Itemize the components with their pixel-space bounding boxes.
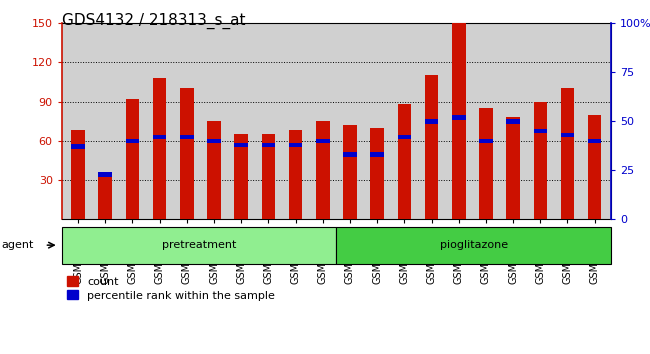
Bar — [72, 130, 85, 219]
Bar — [125, 139, 139, 143]
Bar — [370, 152, 384, 157]
Bar — [72, 144, 85, 149]
Bar — [207, 121, 221, 219]
Bar — [479, 108, 493, 219]
Bar — [424, 119, 438, 124]
Bar — [588, 115, 601, 219]
Bar — [235, 134, 248, 219]
Bar — [452, 23, 465, 219]
Bar — [398, 104, 411, 219]
Bar — [62, 227, 337, 264]
Bar — [561, 88, 575, 219]
Bar — [180, 88, 194, 219]
Bar — [289, 143, 302, 147]
Bar — [343, 152, 357, 157]
Bar — [235, 143, 248, 147]
Text: pretreatment: pretreatment — [162, 240, 236, 250]
Text: agent: agent — [1, 240, 34, 250]
Text: pioglitazone: pioglitazone — [439, 240, 508, 250]
Bar — [398, 135, 411, 139]
Bar — [153, 78, 166, 219]
Bar — [125, 99, 139, 219]
Bar — [316, 121, 330, 219]
Bar — [261, 134, 275, 219]
Bar — [98, 174, 112, 219]
Bar — [337, 227, 611, 264]
Bar — [207, 139, 221, 143]
Legend: count, percentile rank within the sample: count, percentile rank within the sample — [68, 276, 275, 301]
Bar — [370, 128, 384, 219]
Bar — [98, 172, 112, 177]
Bar — [506, 117, 520, 219]
Bar — [424, 75, 438, 219]
Bar — [534, 129, 547, 133]
Bar — [534, 102, 547, 219]
Bar — [588, 139, 601, 143]
Bar — [561, 133, 575, 137]
Bar — [506, 119, 520, 124]
Bar — [261, 143, 275, 147]
Bar — [316, 139, 330, 143]
Bar — [343, 125, 357, 219]
Bar — [289, 130, 302, 219]
Text: GDS4132 / 218313_s_at: GDS4132 / 218313_s_at — [62, 12, 245, 29]
Bar — [153, 135, 166, 139]
Bar — [180, 135, 194, 139]
Bar — [479, 139, 493, 143]
Bar — [452, 115, 465, 120]
